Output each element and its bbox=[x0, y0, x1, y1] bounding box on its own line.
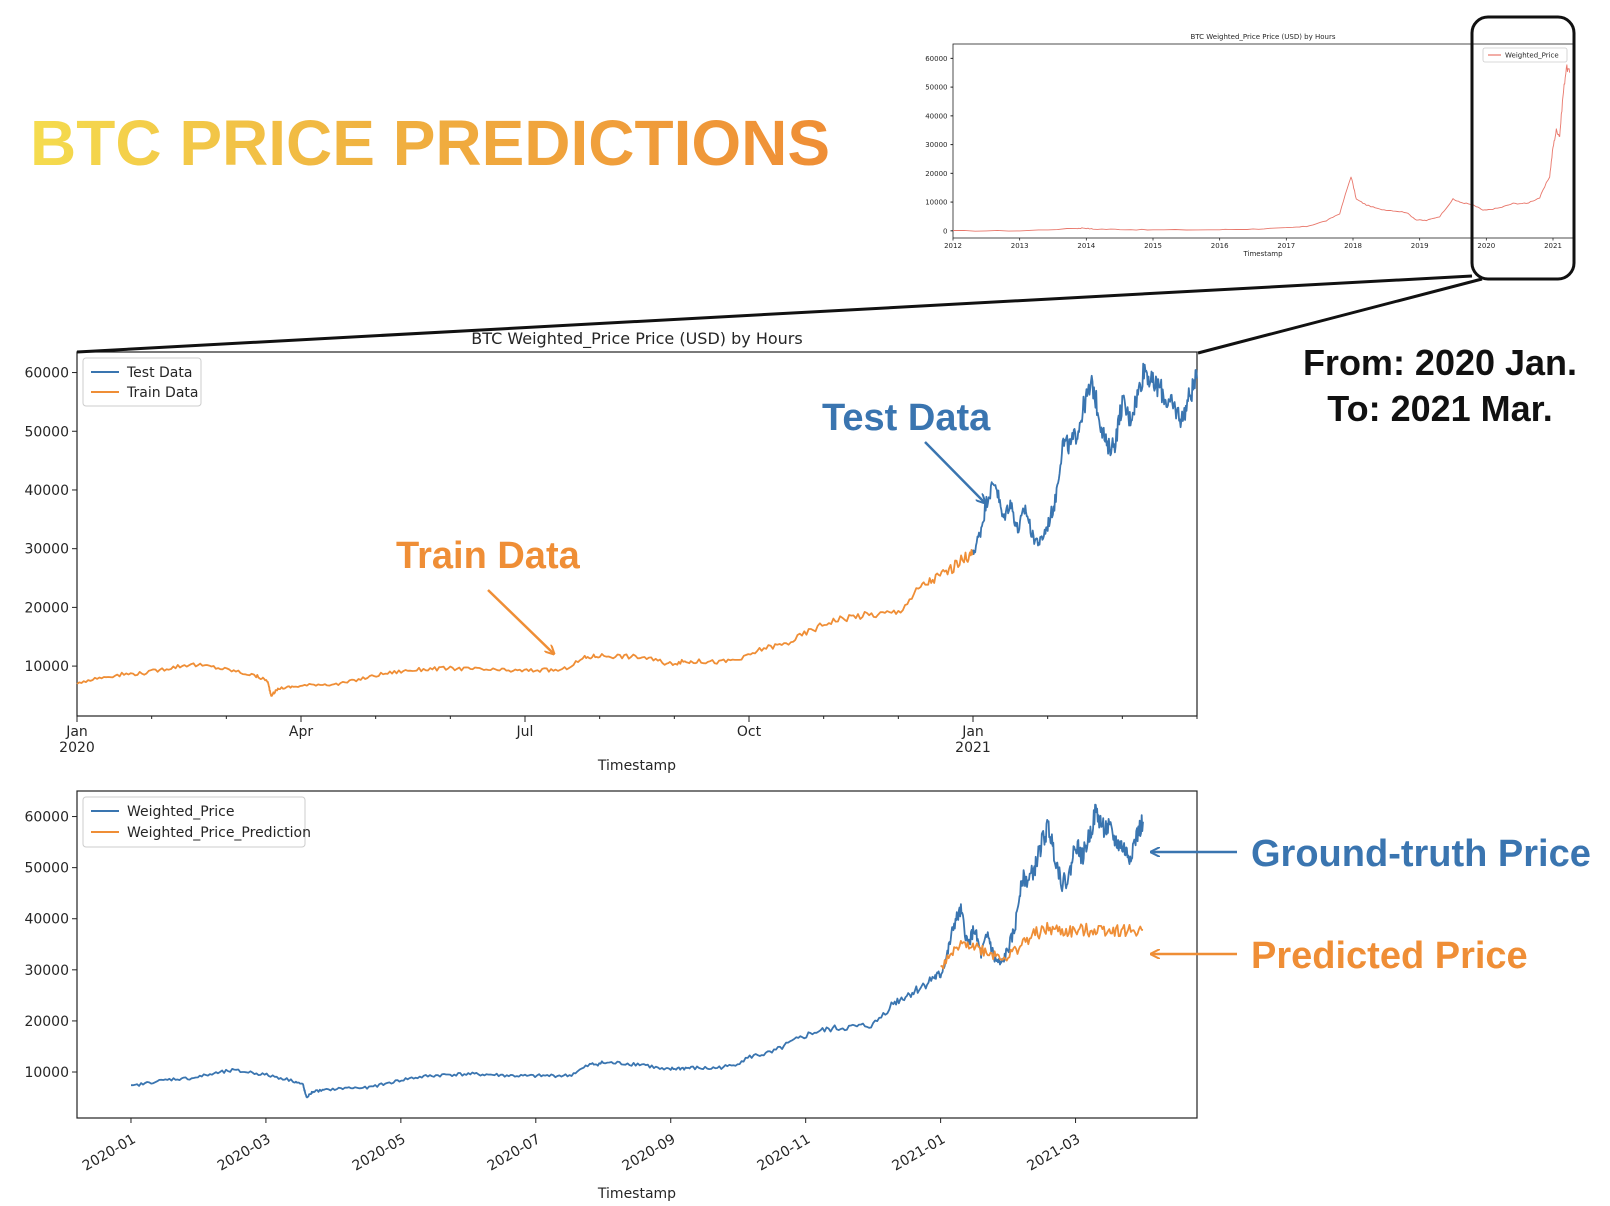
y-tick-label: 10000 bbox=[24, 1065, 69, 1081]
x-tick-label: 2021 bbox=[1544, 242, 1562, 250]
x-tick-label: 2012 bbox=[944, 242, 962, 250]
ground-truth-annotation: Ground-truth Price bbox=[1251, 833, 1591, 875]
x-tick-label: Jul bbox=[516, 724, 534, 740]
train-data-arrow bbox=[487, 589, 554, 654]
y-tick-label: 50000 bbox=[925, 84, 947, 92]
y-tick-label: 40000 bbox=[24, 483, 69, 499]
x-tick-label: 2016 bbox=[1211, 242, 1229, 250]
x-tick-label: Apr bbox=[289, 724, 313, 740]
y-tick-label: 60000 bbox=[24, 810, 69, 826]
y-tick-label: 20000 bbox=[24, 600, 69, 616]
test-data-annotation: Test Data bbox=[822, 397, 991, 439]
legend-label: Test Data bbox=[126, 365, 192, 381]
series-line-1 bbox=[940, 921, 1144, 970]
x-tick-label-year: 2020 bbox=[59, 740, 95, 756]
legend-box bbox=[1482, 47, 1568, 63]
zoom-connector-right bbox=[1197, 277, 1483, 355]
y-tick-label: 50000 bbox=[24, 861, 69, 877]
train-data-annotation: Train Data bbox=[396, 535, 581, 577]
x-tick-label: 2018 bbox=[1344, 242, 1362, 250]
page-title: BTC PRICE PREDICTIONS bbox=[30, 107, 831, 179]
chart-prediction: 10000 20000 30000 40000 50000 60000 2020-01 202… bbox=[24, 790, 1198, 1202]
y-tick-label: 20000 bbox=[24, 1014, 69, 1030]
x-tick-label: Oct bbox=[737, 724, 762, 740]
y-tick-label: 40000 bbox=[24, 912, 69, 928]
series-line-0 bbox=[952, 64, 1571, 232]
y-tick-label: 60000 bbox=[24, 366, 69, 382]
x-tick-label: 2014 bbox=[1077, 242, 1095, 250]
x-tick-label: 2019 bbox=[1411, 242, 1429, 250]
x-axis-label: Timestamp bbox=[597, 758, 676, 774]
x-tick-label: 2020-05 bbox=[350, 1131, 409, 1174]
y-tick-label: 20000 bbox=[925, 170, 947, 178]
series-line-0 bbox=[972, 362, 1198, 555]
legend-box bbox=[82, 796, 306, 848]
predicted-annotation: Predicted Price bbox=[1251, 935, 1528, 977]
x-tick-label: Jan bbox=[961, 724, 984, 740]
y-tick-label: 40000 bbox=[925, 112, 947, 120]
x-tick-label: 2013 bbox=[1011, 242, 1029, 250]
date-range-note: From: 2020 Jan. To: 2021 Mar. bbox=[1270, 340, 1610, 432]
x-tick-label-year: 2021 bbox=[955, 740, 991, 756]
y-tick-label: 30000 bbox=[925, 141, 947, 149]
x-tick-label: 2020-09 bbox=[620, 1131, 679, 1174]
legend-label: Train Data bbox=[126, 385, 198, 401]
x-tick-label: 2020-01 bbox=[80, 1131, 139, 1174]
x-tick-label: 2017 bbox=[1277, 242, 1295, 250]
y-tick-label: 30000 bbox=[24, 542, 69, 558]
y-tick-label: 60000 bbox=[925, 55, 947, 63]
range-from: From: 2020 Jan. bbox=[1302, 342, 1578, 383]
chart-title: BTC Weighted_Price Price (USD) by Hours bbox=[471, 329, 802, 349]
chart-train-test: 100002000030000400005000060000Jan2020Apr… bbox=[24, 329, 1198, 774]
legend-label: Weighted_Price_Prediction bbox=[127, 825, 311, 841]
test-data-arrow bbox=[924, 441, 985, 503]
range-to: To: 2021 Mar. bbox=[1327, 388, 1553, 429]
x-tick-label: 2020-07 bbox=[485, 1131, 544, 1174]
x-tick-label: 2020 bbox=[1477, 242, 1495, 250]
legend-label: Weighted_Price bbox=[1505, 52, 1559, 60]
chart-title: BTC Weighted_Price Price (USD) by Hours bbox=[1191, 33, 1336, 41]
zoom-highlight-box bbox=[1470, 15, 1576, 281]
legend-label: Weighted_Price bbox=[127, 804, 234, 820]
series-line-1 bbox=[76, 549, 974, 697]
x-tick-label: Jan bbox=[65, 724, 88, 740]
plot-frame bbox=[76, 351, 1198, 717]
y-tick-label: 50000 bbox=[24, 424, 69, 440]
x-tick-label: 2021-03 bbox=[1024, 1131, 1083, 1174]
y-tick-label: 10000 bbox=[925, 199, 947, 207]
zoom-connector-left bbox=[76, 274, 1473, 354]
y-tick-label: 0 bbox=[943, 227, 947, 235]
legend-box bbox=[82, 357, 202, 407]
x-tick-label: 2015 bbox=[1144, 242, 1162, 250]
x-axis-label: Timestamp bbox=[597, 1186, 676, 1202]
x-tick-label: 2020-11 bbox=[755, 1131, 814, 1174]
y-tick-label: 10000 bbox=[24, 659, 69, 675]
y-tick-label: 30000 bbox=[24, 963, 69, 979]
x-tick-label: 2021-01 bbox=[890, 1131, 949, 1174]
x-axis-label: Timestamp bbox=[1242, 250, 1283, 258]
series-line-0 bbox=[131, 803, 1144, 1099]
chart-overview: 0 10000 20000 30000 40000 50000 60000 2012 2013 2… bbox=[925, 33, 1574, 258]
x-tick-label: 2020-03 bbox=[215, 1131, 274, 1174]
